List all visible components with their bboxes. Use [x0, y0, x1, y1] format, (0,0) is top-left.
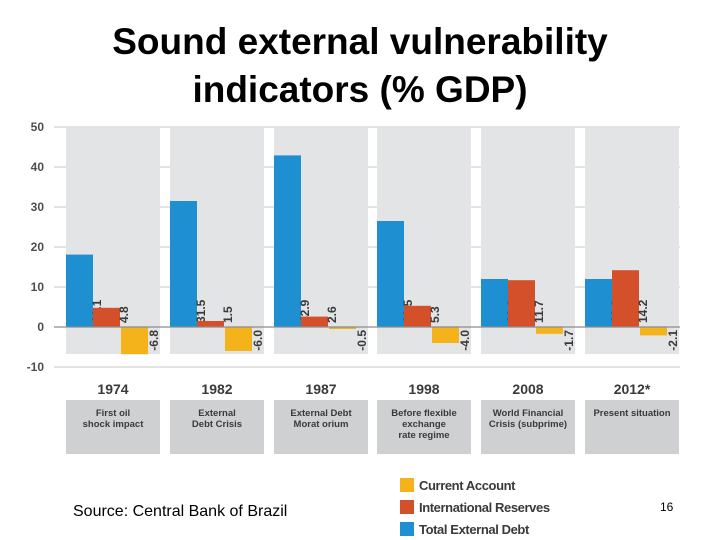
category-caption-box — [377, 400, 471, 454]
category-caption: Present situation — [593, 408, 670, 419]
category-caption: Crisis (subprime) — [489, 419, 567, 430]
legend-label-international-reserves: International Reserves — [419, 499, 550, 515]
y-tick-label: 30 — [31, 200, 45, 214]
legend-item-international-reserves: International Reserves — [400, 496, 550, 518]
bar-current-account — [432, 327, 459, 343]
page-title: Sound external vulnerability indicators … — [112, 21, 608, 110]
y-tick-label: 40 — [31, 160, 45, 174]
category-label: 1998 — [408, 381, 439, 397]
bar-debt — [585, 279, 612, 327]
bar-current-account — [225, 327, 252, 351]
data-label-current-account: -0.5 — [355, 330, 369, 351]
chart-legend: Current Account International Reserves T… — [400, 474, 550, 540]
bar-current-account — [536, 327, 563, 334]
y-tick-label: 10 — [31, 280, 45, 294]
bar-current-account — [121, 327, 148, 355]
bar-current-account — [329, 327, 356, 329]
legend-swatch-international-reserves — [400, 500, 414, 514]
data-label-current-account: -1.7 — [562, 330, 576, 351]
data-label-debt: 31.5 — [194, 299, 208, 323]
bar-reserves — [197, 321, 224, 327]
category-caption: World Financial — [493, 408, 564, 419]
legend-item-current-account: Current Account — [400, 474, 550, 496]
category-label: 2008 — [512, 381, 543, 397]
data-label-reserves: 2.6 — [325, 306, 339, 323]
data-label-reserves: 5.3 — [428, 306, 442, 323]
data-label-reserves: 11.7 — [532, 300, 546, 323]
category-caption: shock impact — [83, 419, 145, 430]
y-tick-label: 0 — [37, 320, 44, 334]
bar-debt — [377, 221, 404, 327]
source-note: Source: Central Bank of Brazil — [73, 503, 288, 520]
category-caption-box — [274, 400, 368, 454]
legend-item-total-external-debt: Total External Debt — [400, 518, 550, 540]
category-label: 1987 — [305, 381, 336, 397]
category-caption: rate regime — [398, 430, 449, 441]
data-label-current-account: -6.0 — [251, 330, 265, 351]
category-caption: Debt Crisis — [192, 419, 242, 430]
category-label: 2012* — [614, 381, 651, 397]
legend-label-total-external-debt: Total External Debt — [419, 521, 529, 537]
y-tick-label: 50 — [31, 120, 45, 134]
data-label-reserves: 4.8 — [117, 306, 131, 323]
bar-reserves — [301, 316, 328, 327]
bar-reserves — [93, 307, 120, 327]
bar-current-account — [640, 327, 667, 336]
category-caption: External Debt — [290, 408, 352, 419]
bar-reserves — [612, 270, 639, 327]
page-number: 16 — [660, 500, 674, 514]
category-label: 1974 — [97, 381, 128, 397]
category-caption-box — [170, 400, 264, 454]
legend-swatch-total-external-debt — [400, 522, 414, 536]
bar-debt — [481, 279, 508, 327]
category-caption: First oil — [96, 408, 130, 419]
category-caption: exchange — [402, 419, 446, 430]
category-caption: Before flexible — [391, 408, 456, 419]
bar-debt — [170, 201, 197, 327]
bar-reserves — [404, 305, 431, 327]
data-label-current-account: -2.1 — [666, 330, 680, 351]
category-caption-box — [66, 400, 160, 454]
data-label-current-account: -6.8 — [147, 330, 161, 351]
legend-label-current-account: Current Account — [419, 477, 516, 493]
category-caption-box — [481, 400, 575, 454]
category-label: 1982 — [201, 381, 232, 397]
bar-debt — [66, 254, 93, 327]
y-tick-label: 20 — [31, 240, 45, 254]
data-label-current-account: -4.0 — [458, 330, 472, 351]
category-caption: Morat orium — [294, 419, 349, 430]
y-tick-label: -10 — [27, 360, 45, 374]
data-label-reserves: 14.2 — [636, 299, 650, 323]
bar-debt — [274, 155, 301, 327]
category-caption: External — [198, 408, 236, 419]
data-label-reserves: 1.5 — [221, 306, 235, 323]
legend-swatch-current-account — [400, 478, 414, 492]
bar-reserves — [508, 280, 535, 327]
category-caption-box — [585, 400, 679, 454]
